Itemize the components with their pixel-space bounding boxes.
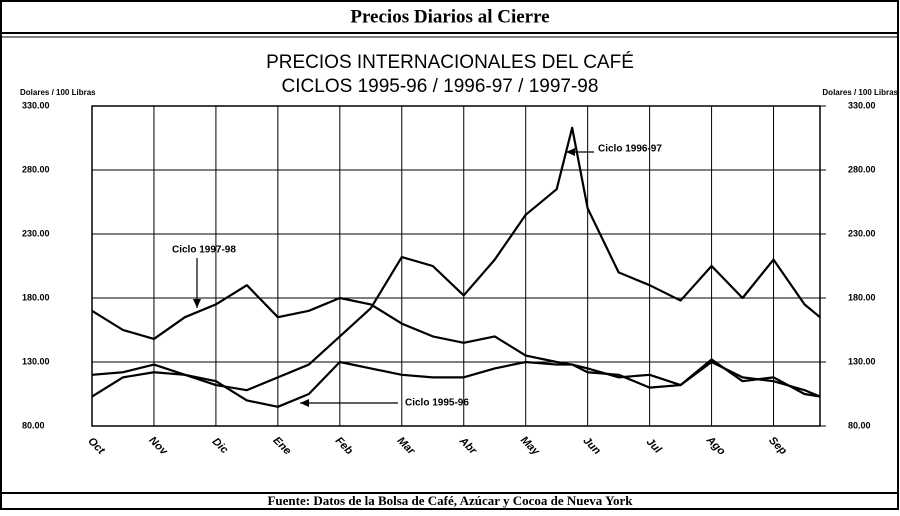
series-line: [91, 126, 821, 398]
y2-tick-label: 280.00: [848, 164, 876, 174]
arrow-head: [300, 399, 309, 407]
x-tick-label: Jul: [644, 436, 664, 456]
footer: Fuente: Datos de la Bolsa de Café, Azúca…: [267, 493, 633, 508]
x-tick-label: Nov: [146, 434, 170, 458]
x-tick-label: Oct: [85, 435, 107, 457]
series-label: Ciclo 1997-98: [172, 245, 236, 256]
y-tick-label: 230.00: [22, 228, 50, 238]
x-tick-label: Dic: [210, 436, 231, 457]
y2-tick-label: 180.00: [848, 292, 876, 302]
y2-axis-label: Dolares / 100 Libras: [822, 88, 898, 97]
x-tick-label: Jun: [581, 435, 604, 458]
y2-tick-label: 330.00: [848, 100, 876, 110]
y2-tick-label: 230.00: [848, 228, 876, 238]
header: Precios Diarios al Cierre: [350, 6, 549, 27]
x-tick-label: Ene: [271, 435, 294, 458]
series-label: Ciclo 1996-97: [598, 144, 662, 155]
y-tick-label: 80.00: [22, 420, 45, 430]
y-tick-label: 330.00: [22, 100, 50, 110]
x-tick-label: Abr: [456, 434, 479, 457]
y-tick-label: 280.00: [22, 164, 50, 174]
series-label: Ciclo 1995-96: [405, 398, 469, 409]
series-line: [91, 360, 821, 408]
y-axis-label: Dolares / 100 Libras: [20, 88, 96, 97]
series-line: [91, 284, 821, 398]
arrow-head: [193, 299, 201, 308]
arrow-head: [566, 148, 575, 156]
x-tick-label: Mar: [395, 435, 418, 458]
y2-tick-label: 130.00: [848, 356, 876, 366]
chart-title: PRECIOS INTERNACIONALES DEL CAFÉ: [266, 52, 634, 73]
y-tick-label: 180.00: [22, 292, 50, 302]
x-tick-label: Ago: [703, 433, 728, 458]
y2-tick-label: 80.00: [848, 420, 871, 430]
x-tick-label: May: [518, 434, 542, 458]
x-tick-label: Feb: [333, 435, 356, 458]
y-tick-label: 130.00: [22, 356, 50, 366]
chart-subtitle: CICLOS 1995-96 / 1996-97 / 1997-98: [282, 76, 599, 97]
x-tick-label: Sep: [766, 435, 789, 458]
